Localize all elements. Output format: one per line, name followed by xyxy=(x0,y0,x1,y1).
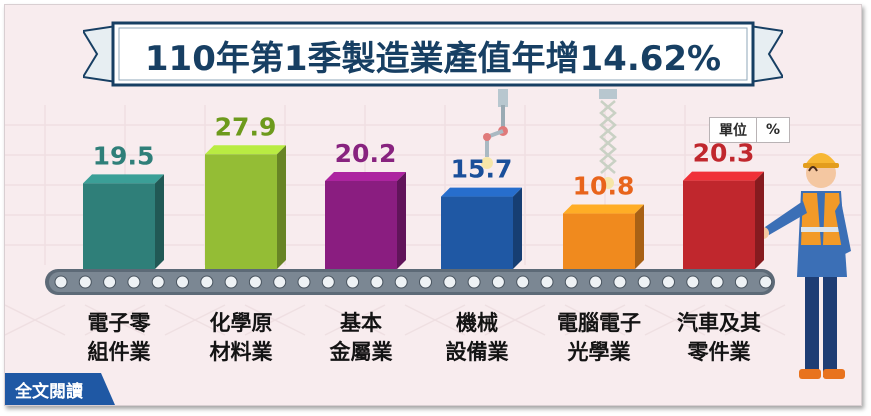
title-banner xyxy=(83,21,783,87)
bar-4 xyxy=(441,187,522,269)
conveyor-roller xyxy=(637,275,651,289)
category-label-line: 設備業 xyxy=(445,340,509,364)
conveyor-roller xyxy=(321,275,335,289)
category-label-1: 電子零 組件業 xyxy=(59,309,179,367)
data-label-5: 10.8 xyxy=(573,172,635,201)
conveyor-roller xyxy=(224,275,238,289)
bar-3 xyxy=(325,171,406,269)
bar-front-face xyxy=(441,196,513,269)
conveyor-roller xyxy=(151,275,165,289)
bar-side-face xyxy=(513,187,522,269)
bar-front-face xyxy=(83,183,155,269)
category-label-line: 電子零 xyxy=(87,311,151,335)
bar-side-face xyxy=(397,171,406,269)
category-label-2: 化學原 材料業 xyxy=(181,309,301,367)
category-label-line: 零件業 xyxy=(687,340,751,364)
robot-arm-icon xyxy=(481,89,508,169)
bar-chart: 19.5 27.9 20.2 15.7 10.8 20.3 xyxy=(45,112,851,379)
category-label-line: 基本 xyxy=(340,311,382,335)
conveyor-roller xyxy=(176,275,189,289)
bar-top-face xyxy=(683,171,764,181)
conveyor-roller xyxy=(54,275,68,289)
conveyor-roller xyxy=(273,275,287,289)
infographic-panel: 110年第1季製造業產值年增14.62% 單位 % xyxy=(4,4,862,406)
unit-value: % xyxy=(756,118,789,142)
conveyor-roller xyxy=(248,275,262,289)
conveyor-roller xyxy=(297,275,311,289)
conveyor-roller xyxy=(491,275,505,289)
category-label-line: 電腦電子 xyxy=(557,311,641,335)
conveyor-roller xyxy=(613,275,627,289)
category-label-line: 光學業 xyxy=(567,340,631,364)
data-label-3: 20.2 xyxy=(335,139,397,168)
bar-front-face xyxy=(205,154,277,269)
data-label-4: 15.7 xyxy=(451,155,513,184)
data-label-6: 20.3 xyxy=(693,139,755,168)
page-title: 110年第1季製造業產值年增14.62% xyxy=(144,38,722,79)
worker-illustration xyxy=(757,153,851,379)
conveyor-roller xyxy=(443,275,457,289)
bar-top-face xyxy=(83,174,164,184)
category-label-line: 材料業 xyxy=(209,340,273,364)
bar-1 xyxy=(83,174,164,269)
bar-5 xyxy=(563,204,644,269)
bar-front-face xyxy=(683,180,755,269)
category-label-line: 組件業 xyxy=(87,340,151,364)
conveyor-roller xyxy=(370,275,384,289)
conveyor-roller xyxy=(467,275,481,289)
conveyor-roller xyxy=(394,275,408,289)
bar-2 xyxy=(205,145,286,269)
bar-side-face xyxy=(755,171,764,269)
conveyor-roller xyxy=(564,275,578,289)
data-label-2: 27.9 xyxy=(215,112,277,141)
bar-front-face xyxy=(563,213,635,269)
conveyor-roller xyxy=(589,275,603,289)
unit-box: 單位 % xyxy=(709,117,791,143)
conveyor-roller xyxy=(78,275,92,289)
bar-top-face xyxy=(563,204,644,214)
conveyor-roller xyxy=(662,275,675,289)
conveyor-roller xyxy=(516,275,530,289)
bar-top-face xyxy=(441,187,522,197)
unit-label: 單位 xyxy=(719,123,747,139)
category-label-3: 基本 金屬業 xyxy=(301,309,421,367)
background-pattern xyxy=(5,89,861,336)
bar-top-face xyxy=(205,145,286,155)
category-label-line: 汽車及其 xyxy=(677,311,761,335)
conveyor-roller xyxy=(734,275,748,289)
conveyor-roller xyxy=(127,275,141,289)
conveyor-roller xyxy=(710,275,724,289)
category-label-line: 化學原 xyxy=(209,311,273,335)
conveyor-roller xyxy=(103,275,117,289)
conveyor-roller xyxy=(200,275,214,289)
scissor-lift-icon xyxy=(599,89,617,189)
category-label-4: 機械 設備業 xyxy=(417,309,537,367)
conveyor-roller xyxy=(686,275,700,289)
category-label-6: 汽車及其 零件業 xyxy=(659,309,779,367)
conveyor-roller xyxy=(759,275,773,289)
bar-side-face xyxy=(277,145,286,269)
conveyor-roller xyxy=(540,275,554,289)
category-label-line: 金屬業 xyxy=(329,340,393,364)
conveyor-roller xyxy=(419,275,432,289)
read-full-text-button[interactable]: 全文閱讀 xyxy=(5,373,115,405)
bar-side-face xyxy=(635,204,644,269)
bar-6 xyxy=(683,171,764,269)
category-label-5: 電腦電子 光學業 xyxy=(539,309,659,367)
data-label-1: 19.5 xyxy=(93,141,155,170)
category-label-line: 機械 xyxy=(456,311,498,335)
bar-top-face xyxy=(325,171,406,181)
bar-side-face xyxy=(155,174,164,269)
conveyor-roller xyxy=(346,275,360,289)
bar-front-face xyxy=(325,180,397,269)
read-full-text-label: 全文閱讀 xyxy=(15,381,83,402)
